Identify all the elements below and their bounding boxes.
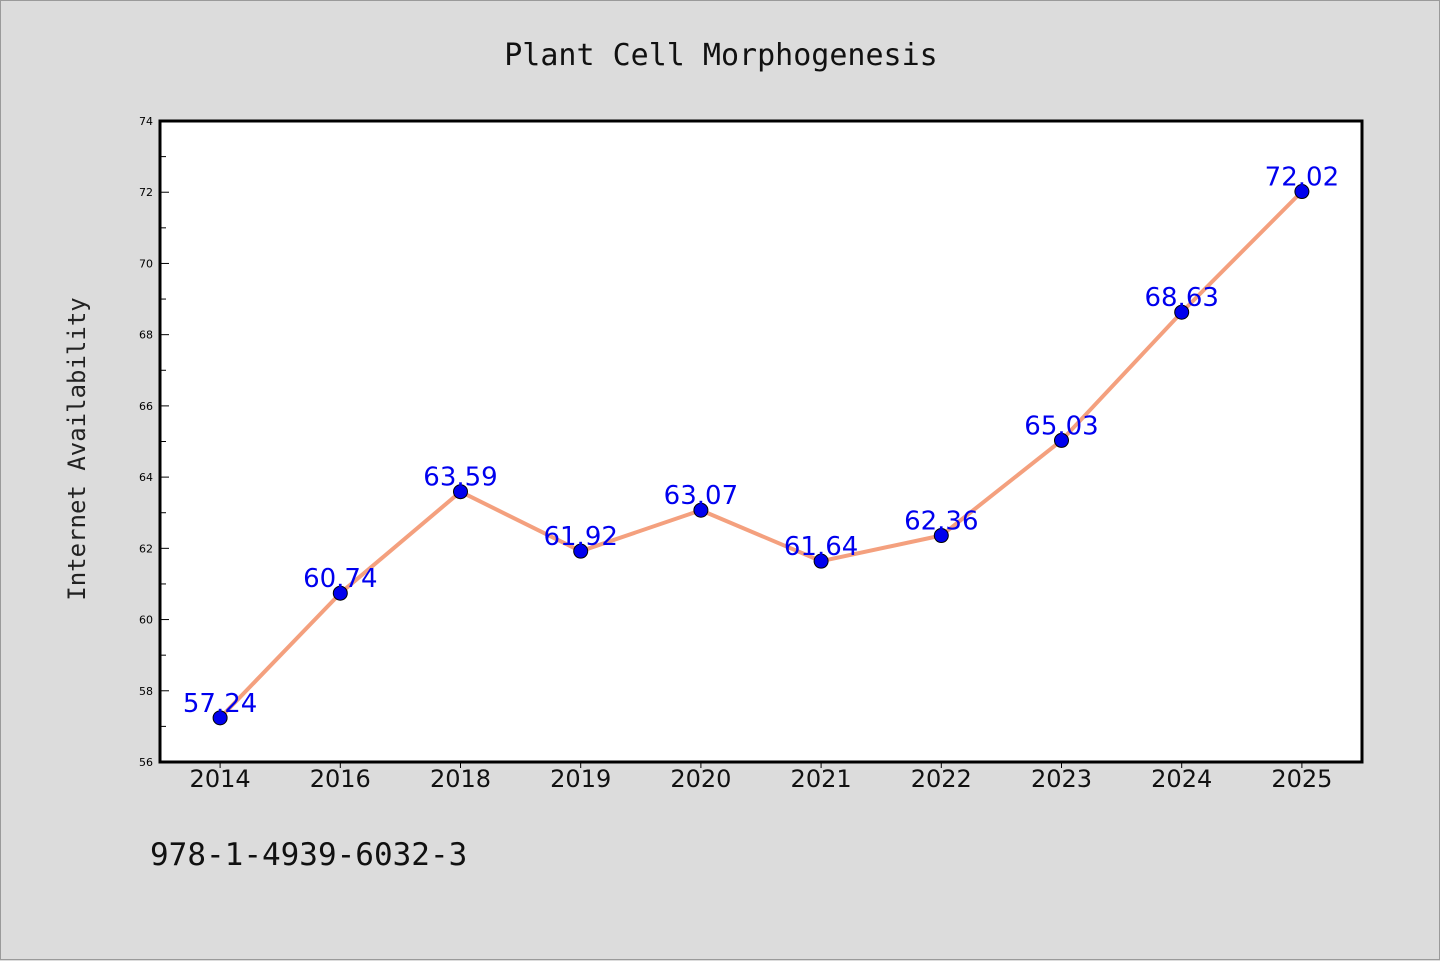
data-label: 65.03 — [1024, 411, 1098, 441]
plot-border — [158, 119, 1364, 764]
data-label: 68.63 — [1144, 283, 1218, 313]
x-tick-label: 2014 — [190, 765, 251, 793]
data-point-marker — [933, 528, 949, 544]
data-point-marker — [453, 484, 468, 500]
series-line — [218, 189, 1304, 720]
y-axis-label: Internet Availability — [63, 297, 91, 600]
data-label: 61.92 — [543, 522, 617, 552]
x-tick-label: 2025 — [1271, 765, 1332, 793]
series-layer: 57.24 60.74 63.59 61.92 63.07 61.64 62.36 65.03… — [183, 163, 1339, 726]
data-label: 63.07 — [664, 481, 738, 511]
x-tick-label: 2023 — [1031, 765, 1092, 793]
y-tick-label: 58 — [139, 685, 153, 698]
y-tick-label: 70 — [139, 257, 153, 270]
data-point-marker — [693, 502, 709, 518]
data-point-marker — [212, 710, 228, 726]
data-label: 57.24 — [183, 689, 257, 719]
y-tick-label: 72 — [139, 186, 153, 199]
plot-area — [160, 121, 1362, 762]
y-axis: 56 58 60 62 64 66 68 70 72 74 — [139, 115, 169, 769]
data-point-marker — [332, 585, 348, 601]
data-label: 60.74 — [303, 564, 377, 594]
y-tick-label: 62 — [139, 542, 153, 555]
y-tick-label: 60 — [139, 614, 153, 627]
x-tick-label: 2020 — [670, 765, 731, 793]
data-point-marker — [573, 543, 589, 559]
data-point-marker — [1054, 432, 1069, 448]
y-tick-label: 68 — [139, 329, 153, 342]
x-tick-label: 2016 — [310, 765, 371, 793]
y-tick-label: 64 — [139, 471, 153, 484]
x-tick-label: 2018 — [430, 765, 491, 793]
y-tick-label: 66 — [139, 400, 153, 413]
data-point-marker — [1174, 304, 1190, 320]
data-point-marker — [1294, 184, 1310, 200]
data-label: 61.64 — [784, 532, 858, 562]
y-tick-label: 56 — [139, 756, 153, 769]
x-tick-label: 2019 — [550, 765, 611, 793]
footer-isbn: 978-1-4939-6032-3 — [150, 837, 467, 873]
data-point-marker — [813, 553, 829, 569]
x-tick-label: 2024 — [1151, 765, 1212, 793]
x-tick-label: 2022 — [911, 765, 972, 793]
data-label: 62.36 — [904, 507, 978, 537]
y-tick-label: 74 — [139, 115, 153, 128]
data-label: 72.02 — [1265, 163, 1339, 193]
x-axis: 2014 2016 2018 2019 2020 2021 2022 2023 2024 2025 — [190, 762, 1332, 793]
data-label: 63.59 — [423, 463, 497, 493]
chart-title: Plant Cell Morphogenesis — [504, 38, 937, 73]
x-tick-label: 2021 — [791, 765, 852, 793]
